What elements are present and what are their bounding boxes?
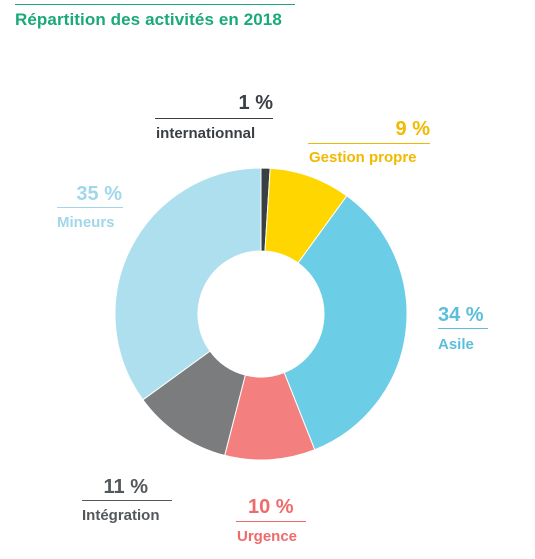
donut-slice-asile	[283, 195, 408, 451]
slice-label-integration: Intégration	[82, 507, 160, 524]
slice-label-internationnal: internationnal	[156, 125, 256, 142]
rule-internationnal	[155, 118, 273, 119]
slice-label-gestion-propre: Gestion propre	[309, 149, 417, 166]
slice-label-pct-internationnal: 1 %	[238, 92, 273, 114]
slice-label-mineurs: Mineurs	[57, 214, 115, 231]
slice-label-asile: Asile	[438, 336, 474, 353]
rule-urgence	[236, 521, 306, 522]
rule-gestion-propre	[308, 143, 430, 144]
title-rule	[15, 4, 295, 5]
slice-label-pct-gestion-propre: 9 %	[395, 118, 430, 140]
slice-label-pct-integration: 11 %	[103, 476, 148, 498]
slice-label-pct-asile: 34 %	[438, 304, 484, 326]
rule-integration	[82, 500, 172, 501]
donut-slice-mineurs	[114, 167, 262, 401]
slice-label-urgence: Urgence	[237, 528, 298, 545]
rule-mineurs	[57, 207, 123, 208]
slice-label-pct-mineurs: 35 %	[76, 183, 122, 205]
slice-label-pct-urgence: 10 %	[248, 496, 294, 518]
chart-title: Répartition des activités en 2018	[15, 10, 282, 29]
rule-asile	[438, 328, 488, 329]
